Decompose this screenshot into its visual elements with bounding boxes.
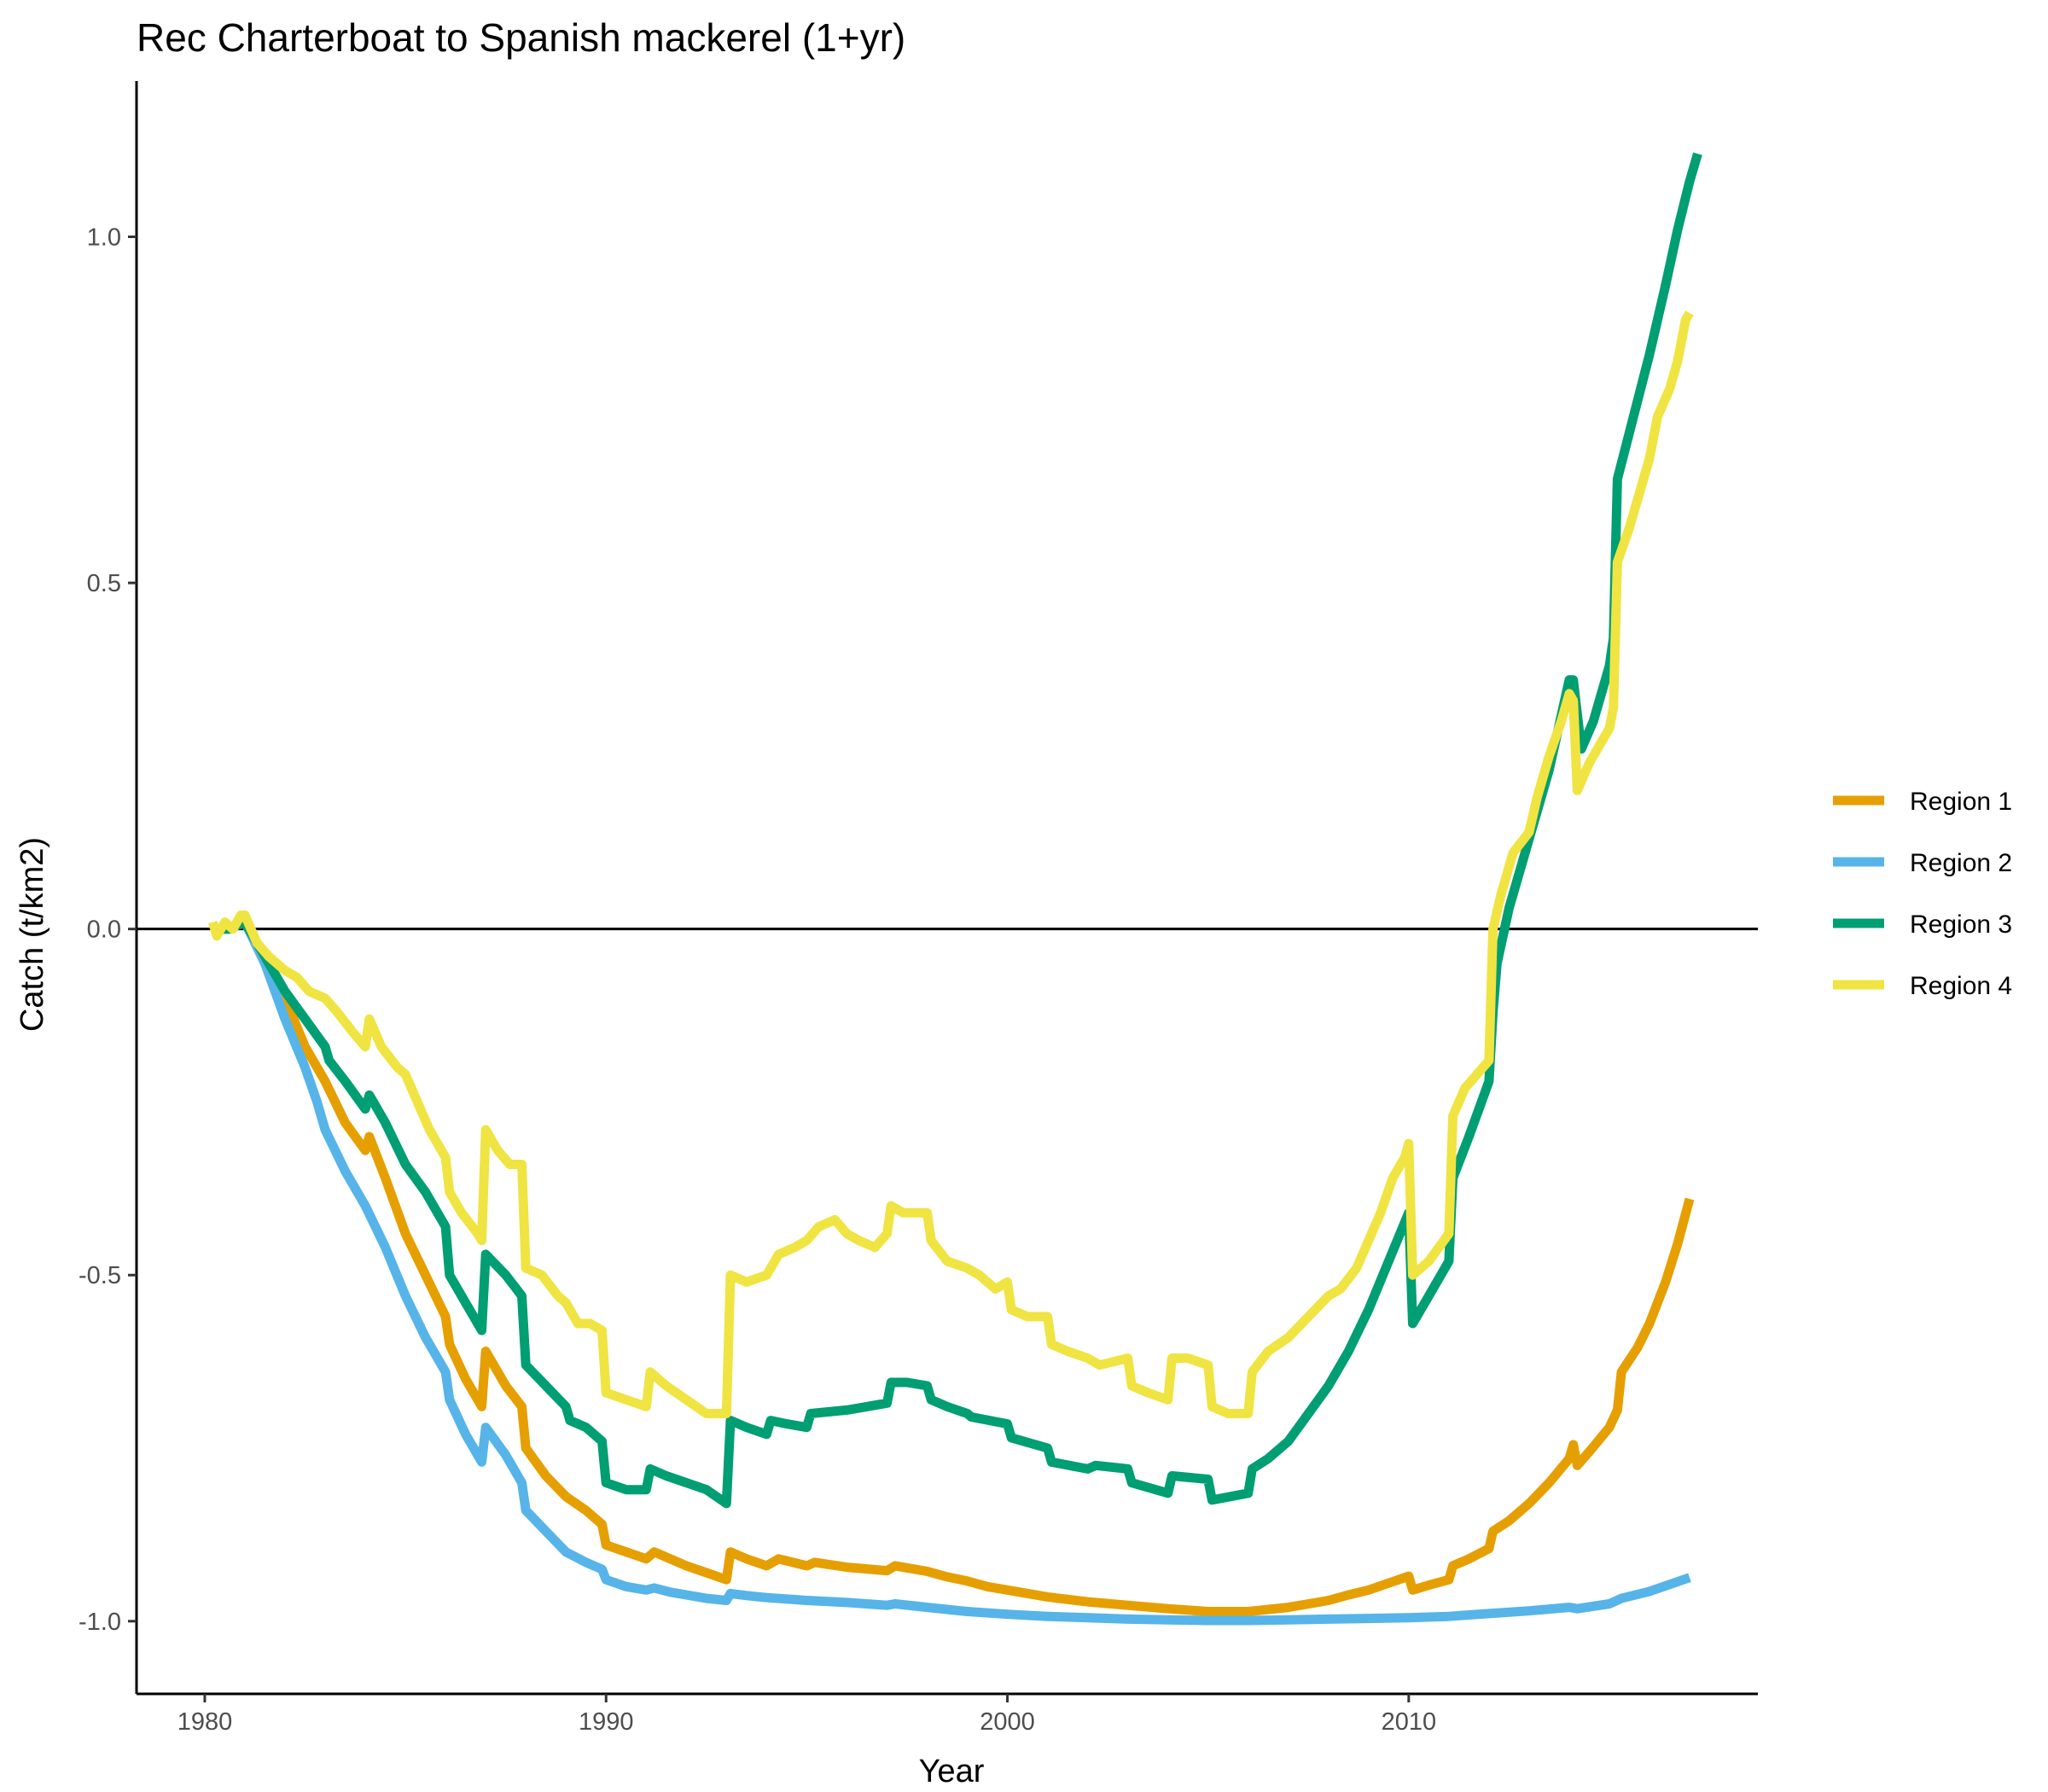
x-tick-label: 2010 <box>1382 1708 1437 1736</box>
y-axis-ticks: -1.0 -0.5 0.0 0.5 1.0 <box>79 224 137 1636</box>
y-tick-label: 0.0 <box>87 916 121 944</box>
y-tick-label: 0.5 <box>87 570 121 597</box>
legend-label-region-3: Region 3 <box>1910 911 2012 939</box>
chart-title: Rec Charterboat to Spanish mackerel (1+y… <box>137 15 905 60</box>
x-tick-label: 1990 <box>579 1708 634 1736</box>
x-tick-label: 1980 <box>177 1708 233 1736</box>
series-line-region-1 <box>212 917 1695 1616</box>
legend-label-region-2: Region 2 <box>1910 849 2012 877</box>
x-axis-ticks: 1980 1990 2000 2010 <box>177 1694 1436 1736</box>
y-tick-label: -1.0 <box>79 1609 121 1636</box>
series-line-region-2 <box>212 917 1691 1626</box>
series-line-region-4 <box>208 310 1694 1418</box>
series-lines <box>208 152 1702 1626</box>
y-tick-label: -0.5 <box>79 1262 121 1289</box>
x-tick-label: 2000 <box>980 1708 1035 1736</box>
legend-label-region-4: Region 4 <box>1910 972 2012 1000</box>
y-tick-label: 1.0 <box>87 224 121 252</box>
legend: Region 1 Region 2 Region 3 Region 4 <box>1833 788 2012 1000</box>
plot-area <box>137 152 1758 1626</box>
series-line-region-3 <box>212 152 1702 1509</box>
y-axis-title: Catch (t/km2) <box>15 837 50 1032</box>
x-axis-title: Year <box>919 1754 985 1789</box>
legend-label-region-1: Region 1 <box>1910 788 2012 816</box>
